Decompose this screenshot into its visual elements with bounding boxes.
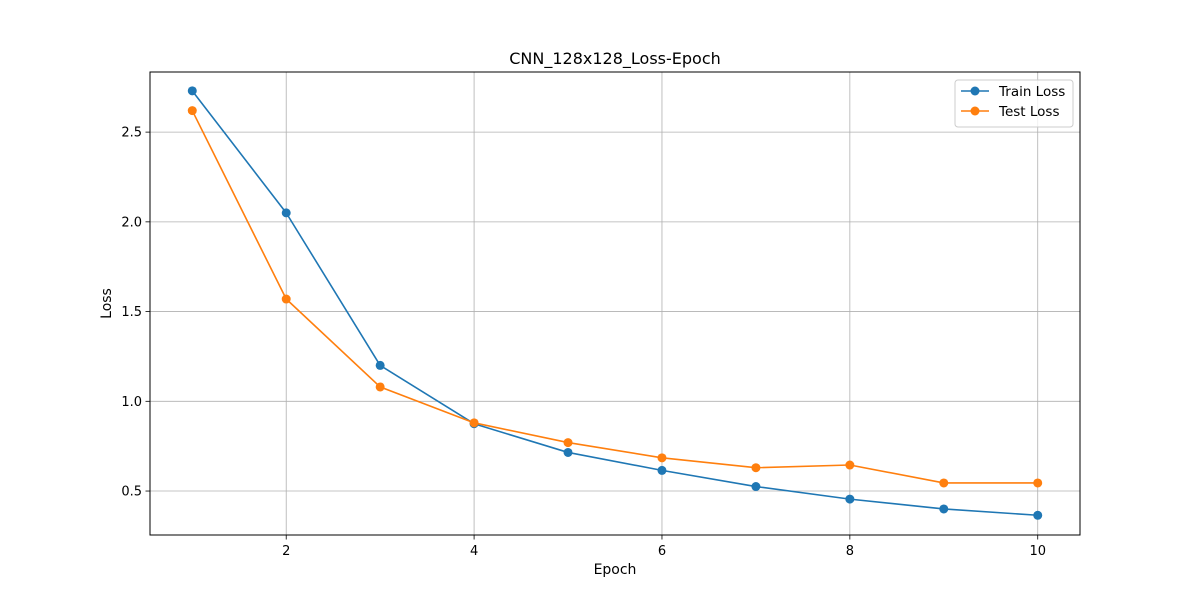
y-tick-label: 0.5 [121,485,142,500]
data-point-train-loss [281,208,291,218]
data-point-train-loss [563,447,573,457]
data-point-train-loss [751,482,761,492]
legend-test-loss-marker [970,106,980,116]
legend: Train Loss Test Loss [954,79,1074,128]
series-test-loss [187,106,1043,488]
y-tick-label: 2.0 [121,215,142,230]
data-point-test-loss [751,463,761,473]
x-tick-label: 2 [282,544,290,559]
series-line-test-loss [191,110,1038,484]
data-point-test-loss [657,453,667,463]
data-point-test-loss [939,478,949,488]
data-point-train-loss [939,504,949,514]
series-layer [187,86,1043,520]
x-tick-label: 4 [470,544,478,559]
x-tick-label: 8 [846,544,854,559]
data-point-train-loss [1033,510,1043,520]
grid-lines [150,72,1080,535]
y-tick-label: 1.5 [121,305,142,320]
x-axis-title: Epoch [594,562,637,578]
legend-test-loss-label: Test Loss [998,104,1060,120]
data-point-train-loss [375,360,385,370]
data-point-test-loss [845,460,855,470]
data-point-test-loss [469,418,479,428]
data-point-test-loss [1033,478,1043,488]
data-point-test-loss [187,106,197,116]
legend-train-loss-marker [970,86,980,96]
x-tick-label: 6 [658,544,666,559]
legend-train-loss-label: Train Loss [998,84,1065,100]
data-point-test-loss [563,438,573,448]
y-axis-title: Loss [99,288,115,319]
data-point-test-loss [281,294,291,304]
y-tick-label: 1.0 [121,395,142,410]
data-point-train-loss [845,494,855,504]
y-tick-label: 2.5 [121,126,142,141]
series-line-train-loss [191,90,1038,517]
plot-frame [149,71,1081,536]
axis-ticks: 2 4 6 8 10 0.5 1.0 1.5 2.0 2.5 [121,126,1046,559]
data-point-train-loss [187,86,197,96]
data-point-train-loss [657,465,667,475]
x-tick-label: 10 [1029,544,1046,559]
data-point-test-loss [375,382,385,392]
chart-title: CNN_128x128_Loss-Epoch [509,49,721,69]
series-train-loss [187,86,1043,520]
